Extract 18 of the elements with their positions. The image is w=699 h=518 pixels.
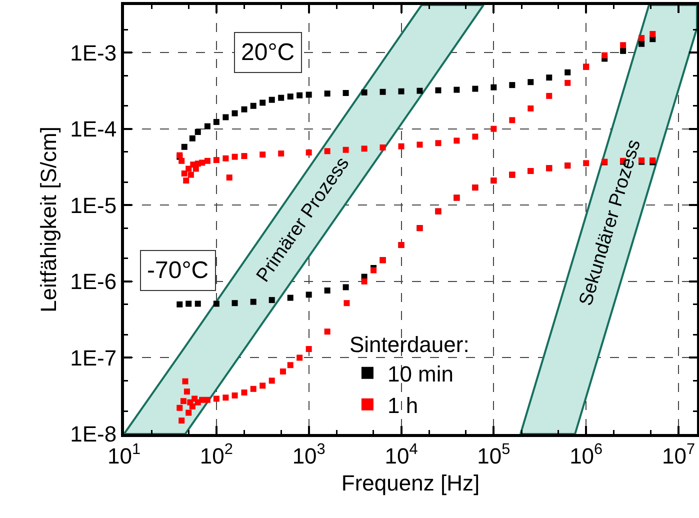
annotation: 20°C [241,39,295,66]
y-tick-label: 1E-3 [70,40,117,66]
y-axis-title: Leitfähigkeit [S/cm] [36,126,61,312]
x-tick-label: 10$^{7}$ [662,441,696,468]
x-tick-label: 10$^{6}$ [570,441,603,468]
x-axis-title: Frequenz [Hz] [341,470,480,496]
y-tick-label: 1E-7 [70,345,117,370]
annotation: -70°C [147,257,209,284]
legend-label: 1 h [387,393,418,418]
legend-title: Sinterdauer: [349,332,470,358]
x-tick-label: 10$^{2}$ [200,441,233,468]
x-tick-label: 10$^{3}$ [292,441,326,468]
y-tick-label: 1E-6 [70,269,117,294]
legend-label: 10 min [387,361,454,386]
y-tick-label: 1E-4 [70,116,117,142]
y-tick-label: 1E-5 [70,192,117,218]
x-tick-label: 10$^{5}$ [477,441,510,468]
x-tick-label: 10$^{4}$ [384,441,418,468]
